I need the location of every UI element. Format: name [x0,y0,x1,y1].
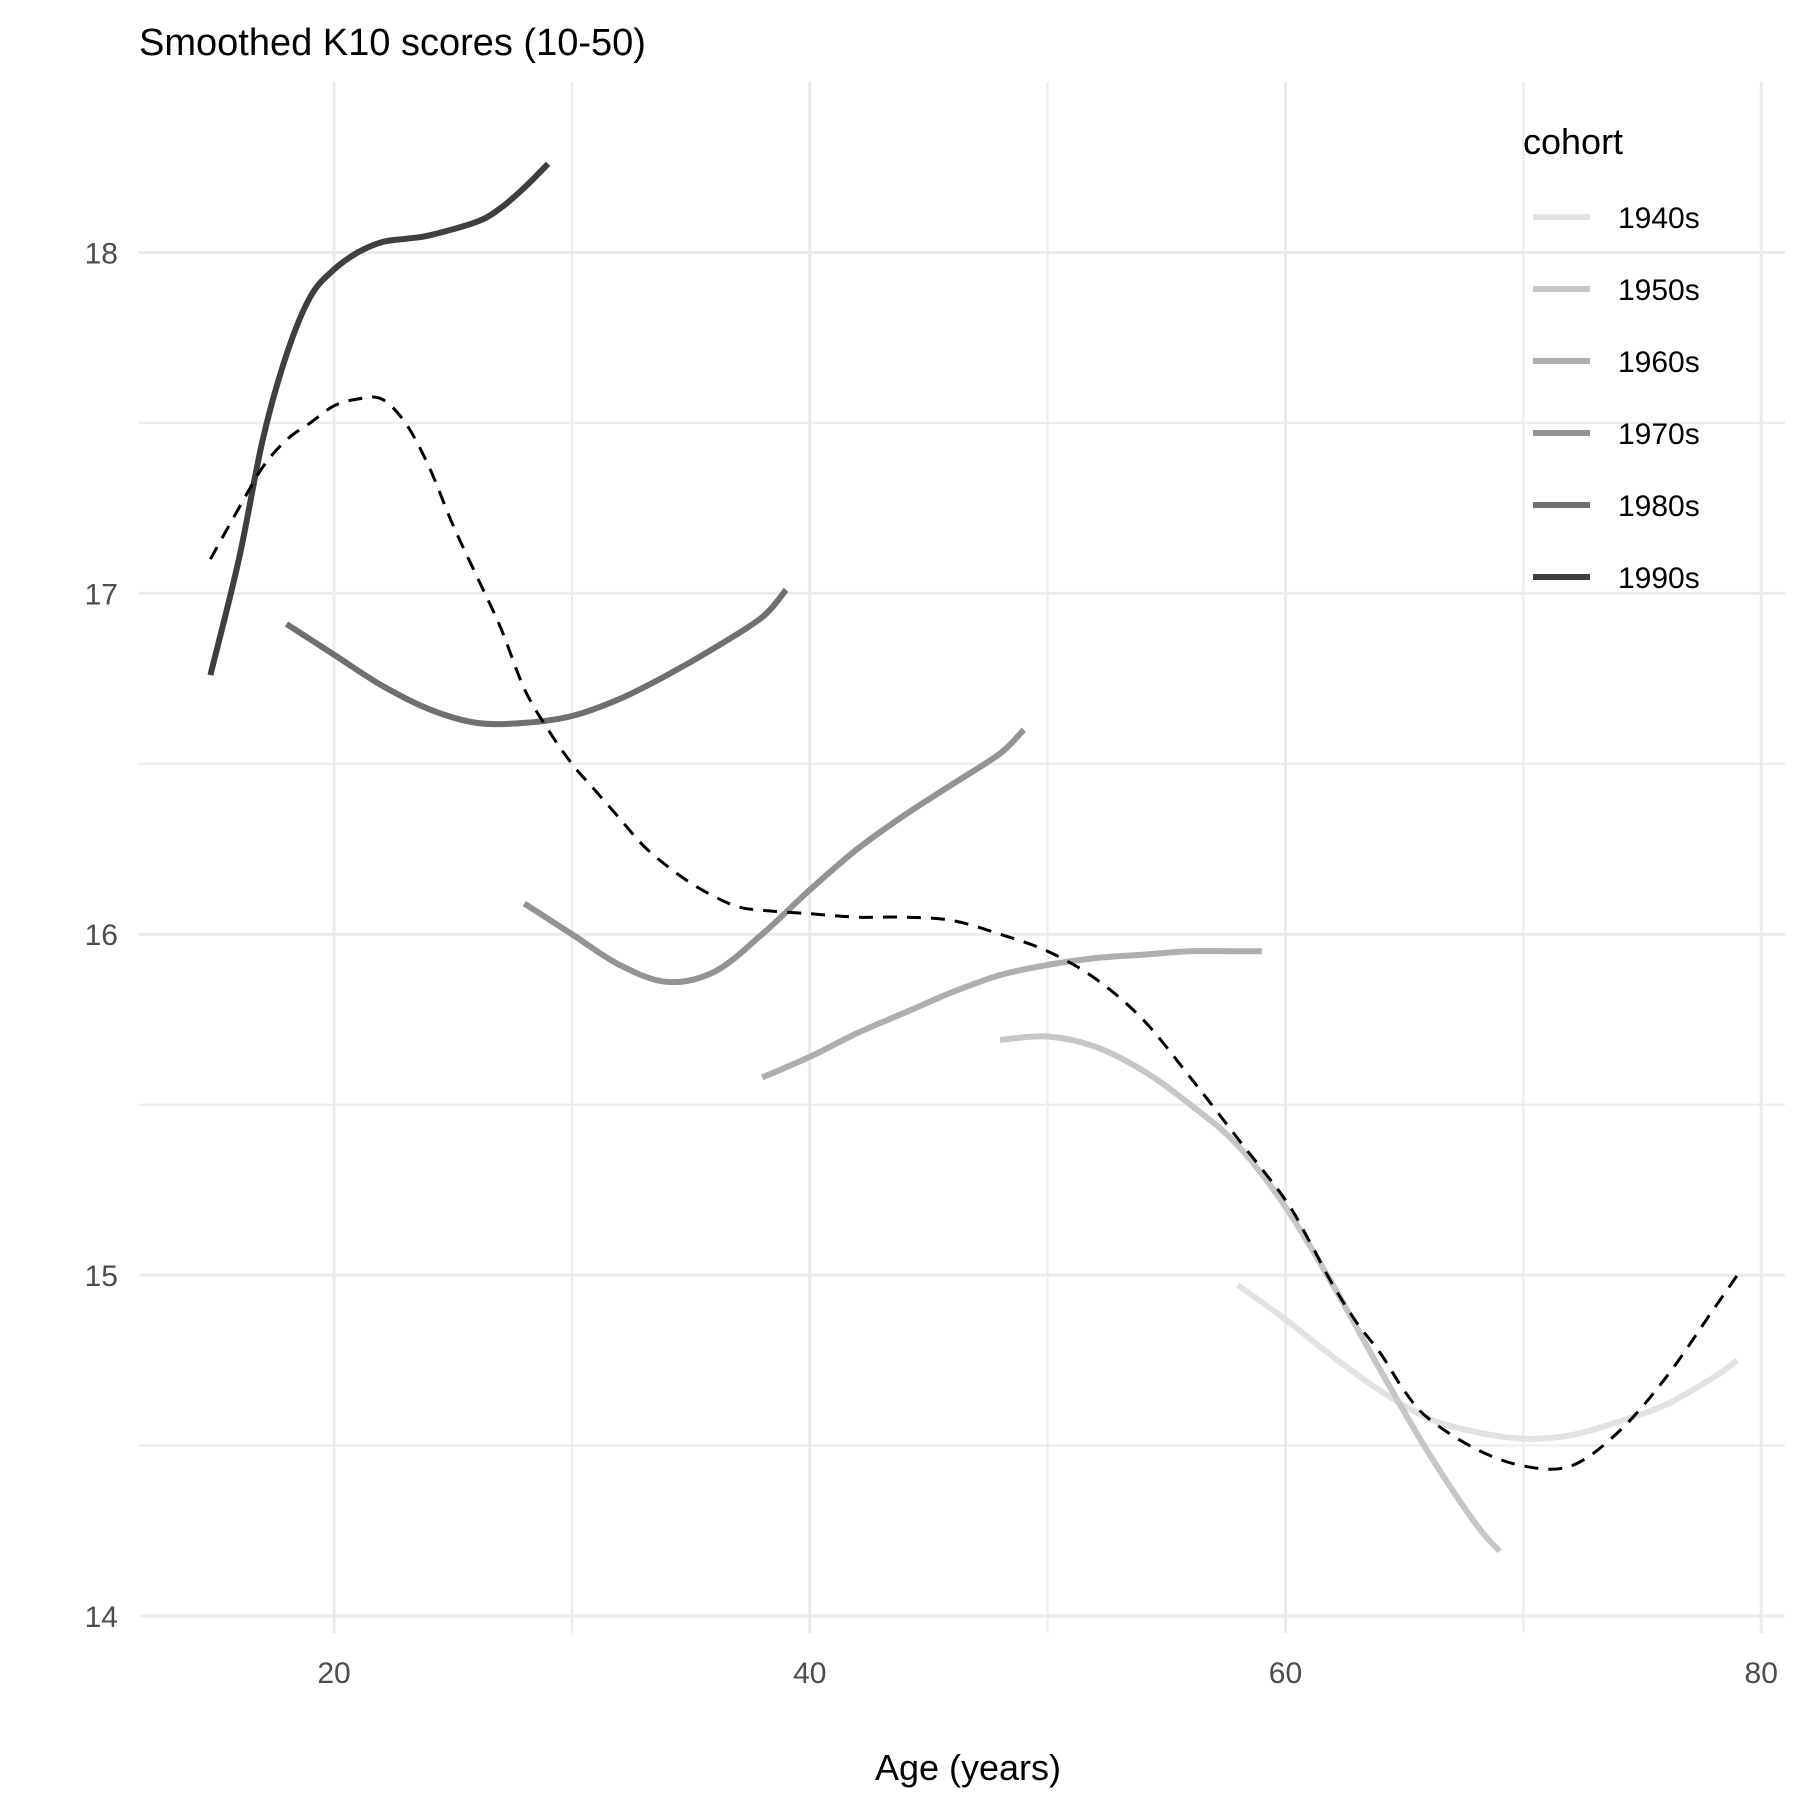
series-line-1950s [999,1033,1502,1554]
legend-label-1940s: 1940s [1618,202,1700,235]
y-tick-label: 15 [85,1260,118,1293]
legend-items: 1940s 1950s 1960s 1970s 1980s 1990s [1533,202,1700,595]
overall-trend-line [209,395,1739,1471]
x-tick-label: 80 [1745,1657,1778,1690]
x-axis-title: Age (years) [875,1747,1061,1788]
chart-title: Smoothed K10 scores (10-50) [139,22,646,64]
y-tick-label: 14 [85,1601,118,1634]
x-tick-label: 60 [1269,1657,1302,1690]
legend-label-1990s: 1990s [1618,562,1700,595]
legend-label-1980s: 1980s [1618,490,1700,523]
y-axis-ticks: 14 15 16 17 18 [85,237,118,1634]
series-line-1960s [761,947,1262,1081]
series-lines [207,161,1740,1554]
grid [139,82,1785,1633]
series-line-1970s [522,727,1026,986]
series-line-1990s [207,161,551,676]
y-tick-label: 17 [85,578,118,611]
series-line-1940s [1236,1282,1740,1442]
legend: cohort 1940s 1950s 1960s 1970s 1980s 1990s [1523,121,1700,595]
x-axis-ticks: 20 40 60 80 [317,1657,1778,1690]
x-tick-label: 40 [793,1657,826,1690]
legend-label-1960s: 1960s [1618,346,1700,379]
legend-label-1950s: 1950s [1618,274,1700,307]
legend-title: cohort [1523,121,1623,162]
y-tick-label: 16 [85,919,118,952]
x-tick-label: 20 [317,1657,350,1690]
legend-label-1970s: 1970s [1618,418,1700,451]
y-tick-label: 18 [85,237,118,270]
series-line-1980s [284,587,789,728]
